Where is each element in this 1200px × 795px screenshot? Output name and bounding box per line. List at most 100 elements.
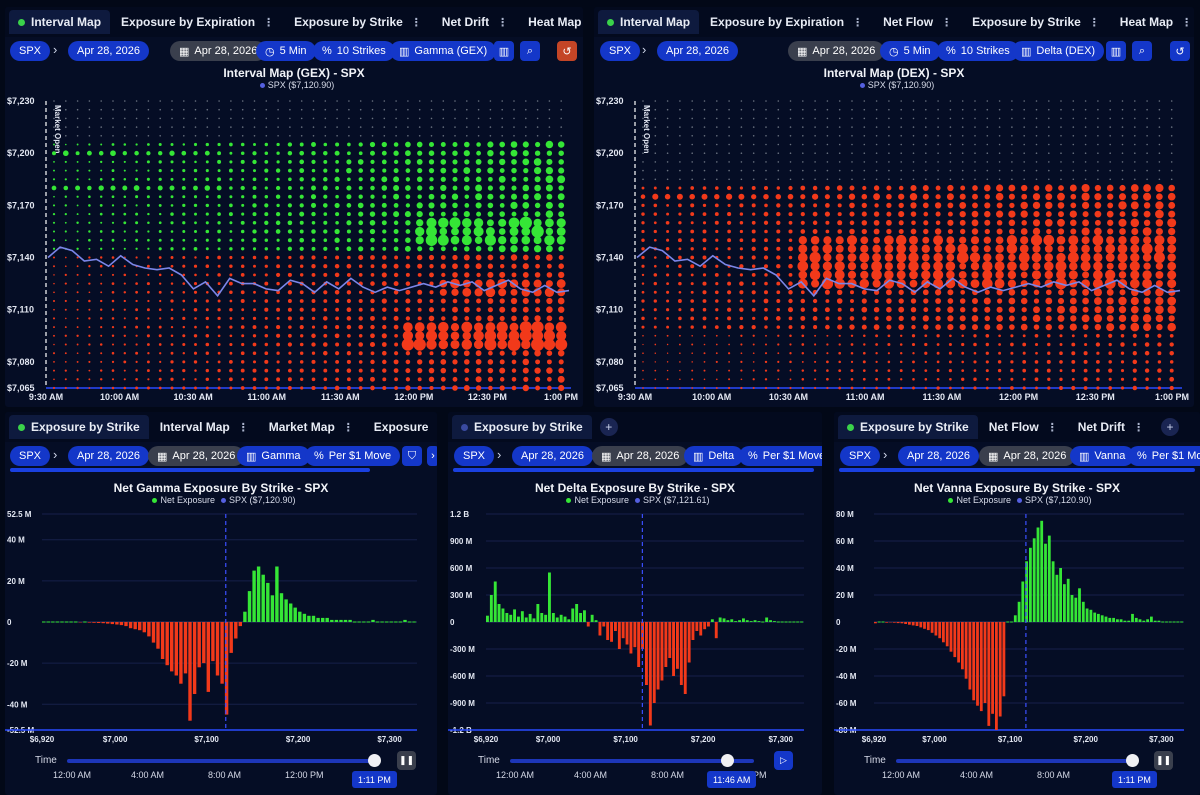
per-move-select[interactable]: %Per $1 Move [305, 446, 401, 466]
more-vertical-icon[interactable]: ⋮ [342, 421, 354, 434]
tab-exposure-by-strike[interactable]: Exposure by Strike ⋮ [972, 15, 1100, 29]
greek-select[interactable]: ▥ Gamma [237, 446, 310, 466]
tab-heat-map[interactable]: Heat Map⋮ [528, 15, 582, 29]
add-tab-button[interactable]: + [1161, 418, 1180, 436]
expiration-chip[interactable]: Apr 28, 2026 [657, 41, 738, 61]
tab-market-map[interactable]: Market Map ⋮ [268, 420, 354, 434]
more-vertical-icon[interactable]: ⋮ [852, 16, 864, 29]
chart-type-button[interactable]: ▥ [494, 41, 514, 61]
bubble-neutral [135, 108, 138, 111]
tab-heat-map[interactable]: Heat Map⋮ [1119, 15, 1193, 29]
symbol-chip[interactable]: SPX [600, 41, 641, 61]
interval-select[interactable]: ◷ 5 Min [256, 41, 316, 61]
tab-exposure-by-strike[interactable]: Exposure by Strike [9, 415, 149, 439]
more-vertical-icon[interactable]: ⋮ [263, 16, 275, 29]
bubble-neutral [1011, 100, 1013, 102]
bubble-negative [1157, 351, 1162, 356]
interval-select[interactable]: ◷ 5 Min [880, 41, 940, 61]
per-move-select[interactable]: %Per $1 Move [1128, 446, 1200, 466]
bubble-negative [1021, 220, 1027, 226]
expiration-chip[interactable]: Apr 28, 2026 [68, 41, 149, 61]
date-picker[interactable]: ▦ Apr 28, 2026 [788, 41, 885, 61]
search-button[interactable]: ⌕ [1132, 41, 1152, 61]
time-slider-handle[interactable] [721, 754, 735, 767]
tab-exposure-by-strike[interactable]: Exposure by Strike [452, 415, 592, 439]
collapse-button[interactable]: › [427, 446, 437, 466]
time-slider-track[interactable] [510, 759, 754, 763]
time-slider-handle[interactable] [367, 754, 381, 767]
pause-button[interactable]: ❚❚ [1154, 751, 1173, 770]
more-vertical-icon[interactable]: ⋮ [1133, 421, 1145, 434]
strikes-select[interactable]: % 10 Strikes [313, 41, 395, 61]
tab-exposure-by-expiration[interactable]: Exposure by Expiration ⋮ [710, 15, 864, 29]
per-move-select[interactable]: %Per $1 Move [739, 446, 822, 466]
time-slider-track[interactable] [67, 759, 377, 763]
tab-interval-map[interactable]: Interval Map [598, 10, 700, 34]
gamma-exposure-panel: Exposure by Strike Interval Map ⋮ Market … [5, 412, 437, 795]
bubble-neutral [1060, 117, 1062, 120]
more-vertical-icon[interactable]: ⋮ [1181, 16, 1193, 29]
expiration-chip[interactable]: Apr 28, 2026 [68, 446, 149, 466]
bubble-negative [53, 282, 55, 285]
filter-button[interactable]: ⛉ [402, 446, 422, 466]
greek-select[interactable]: ▥ Vanna [1070, 446, 1135, 466]
pause-button[interactable]: ❚❚ [397, 751, 416, 770]
bubble-positive [64, 239, 67, 242]
bubble-negative [789, 343, 792, 346]
time-slider-track[interactable] [896, 759, 1134, 763]
bubble-negative [229, 307, 233, 312]
expiration-chip[interactable]: Apr 28, 2026 [898, 446, 979, 466]
bubble-neutral [802, 143, 804, 146]
bubble-negative [738, 193, 745, 200]
bubble-neutral [998, 178, 1001, 181]
bubble-negative [546, 367, 553, 374]
symbol-chip[interactable]: SPX [10, 446, 51, 466]
history-button[interactable]: ↺ [1170, 41, 1190, 61]
greek-select[interactable]: ▥ Delta (DEX) [1012, 41, 1105, 61]
greek-select[interactable]: ▥ Gamma (GEX) [390, 41, 497, 61]
expiration-chip[interactable]: Apr 28, 2026 [512, 446, 593, 466]
strikes-select[interactable]: % 10 Strikes [937, 41, 1019, 61]
tab-interval-map[interactable]: Interval Map ⋮ [159, 420, 249, 434]
search-button[interactable]: ⌕ [520, 41, 540, 61]
more-vertical-icon[interactable]: ⋮ [497, 16, 509, 29]
more-vertical-icon[interactable]: ⋮ [1088, 16, 1100, 29]
bubble-positive [428, 193, 435, 200]
more-vertical-icon[interactable]: ⋮ [237, 421, 249, 434]
tab-net-flow[interactable]: Net Flow ⋮ [883, 15, 953, 29]
time-slider-handle[interactable] [1125, 754, 1139, 767]
tab-exposure[interactable]: Exposure [373, 420, 429, 434]
bubble-positive [264, 203, 269, 208]
chart-type-button[interactable]: ▥ [1106, 41, 1126, 61]
date-picker[interactable]: ▦ Apr 28, 2026 [979, 446, 1076, 466]
date-picker[interactable]: ▦ Apr 28, 2026 [170, 41, 267, 61]
bubble-negative [947, 184, 954, 192]
date-picker[interactable]: ▦ Apr 28, 2026 [148, 446, 245, 466]
tab-net-drift[interactable]: Net Drift ⋮ [1077, 420, 1145, 434]
symbol-chip[interactable]: SPX [840, 446, 881, 466]
y-tick-label: 20 M [836, 591, 854, 600]
bubble-negative [228, 281, 233, 286]
bubble-negative [381, 272, 387, 278]
tab-interval-map[interactable]: Interval Map [9, 10, 111, 34]
bubble-negative [76, 343, 79, 346]
play-button[interactable]: ▷ [774, 751, 793, 770]
tab-exposure-by-strike[interactable]: Exposure by Strike [838, 415, 978, 439]
more-vertical-icon[interactable]: ⋮ [1046, 421, 1058, 434]
symbol-chip[interactable]: SPX [10, 41, 51, 61]
date-picker[interactable]: ▦ Apr 28, 2026 [592, 446, 689, 466]
tab-exposure-by-strike[interactable]: Exposure by Strike ⋮ [294, 15, 422, 29]
bubble-positive [475, 202, 482, 209]
more-vertical-icon[interactable]: ⋮ [410, 16, 422, 29]
bubble-negative [800, 229, 806, 234]
bubble-negative [863, 386, 866, 390]
symbol-chip[interactable]: SPX [454, 446, 495, 466]
tab-net-flow[interactable]: Net Flow ⋮ [988, 420, 1058, 434]
tab-net-drift[interactable]: Net Drift ⋮ [441, 15, 509, 29]
history-button[interactable]: ↺ [557, 41, 577, 61]
bubble-neutral [1097, 152, 1099, 154]
add-tab-button[interactable]: + [599, 418, 618, 436]
more-vertical-icon[interactable]: ⋮ [941, 16, 953, 29]
greek-select[interactable]: ▥ Delta [684, 446, 744, 466]
tab-exposure-by-expiration[interactable]: Exposure by Expiration ⋮ [121, 15, 275, 29]
